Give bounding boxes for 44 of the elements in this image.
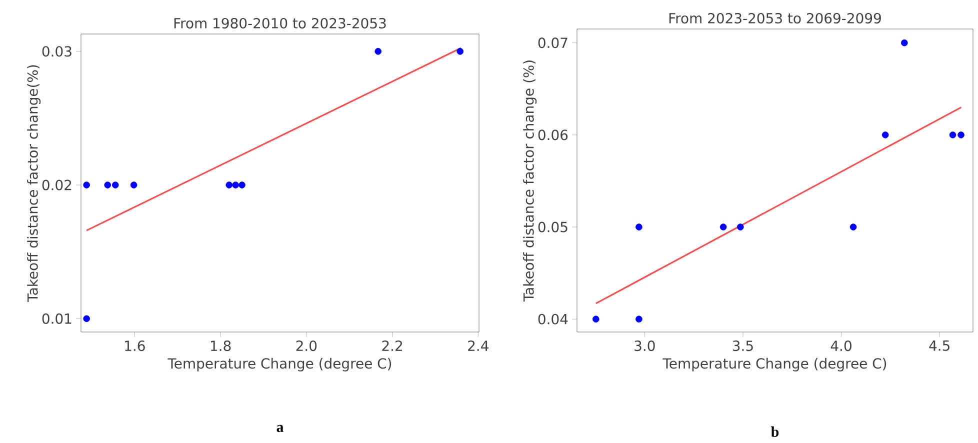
point — [226, 182, 233, 188]
point — [850, 224, 857, 230]
point — [882, 132, 889, 138]
chart-title: From 2023-2053 to 2069-2099 — [669, 12, 881, 24]
chart-title: From 1980-2010 to 2023-2053 — [174, 18, 386, 29]
point — [112, 182, 119, 188]
y-tick-label: 0.03 — [42, 46, 72, 57]
y-tick-label: 0.04 — [538, 314, 568, 324]
x-axis-title: Temperature Change (degree C) — [662, 358, 886, 372]
x-tick-label: 1.6 — [125, 340, 145, 352]
x-tick-label: 2.0 — [296, 340, 317, 352]
y-tick-label: 0.05 — [538, 222, 568, 232]
point — [636, 224, 642, 230]
point — [949, 132, 956, 138]
point — [83, 182, 90, 188]
text: a — [276, 424, 284, 432]
point — [374, 48, 382, 55]
y-tick-label: 0.06 — [538, 130, 568, 140]
point — [104, 182, 112, 188]
x-tick-label: 2.2 — [382, 340, 402, 351]
y-axis-title: Takeoff distance factor change (%) — [523, 60, 537, 302]
x-tick-label: 1.8 — [210, 340, 231, 352]
y-tick-label: 0.07 — [538, 38, 568, 48]
y-tick-label: 0.02 — [42, 180, 72, 190]
point — [958, 132, 964, 138]
x-tick-label: 4.0 — [830, 340, 852, 352]
point — [636, 316, 642, 323]
point — [83, 315, 90, 322]
x-tick-label: 4.5 — [929, 340, 950, 351]
point — [238, 182, 246, 188]
point — [592, 316, 600, 323]
point — [456, 48, 464, 55]
x-axis-title: Temperature Change (degree C) — [168, 358, 392, 372]
y-axis-title: Takeoff distance factor change(%) — [27, 65, 41, 302]
x-tick-label: 3.5 — [732, 340, 753, 352]
point — [720, 224, 727, 230]
point — [232, 182, 239, 188]
text: b — [771, 426, 779, 437]
point — [737, 224, 744, 230]
x-tick-label: 2.4 — [468, 340, 488, 351]
y-tick-label: 0.01 — [42, 313, 72, 324]
point — [900, 39, 908, 46]
x-tick-label: 3.0 — [634, 340, 655, 352]
point — [130, 182, 138, 188]
